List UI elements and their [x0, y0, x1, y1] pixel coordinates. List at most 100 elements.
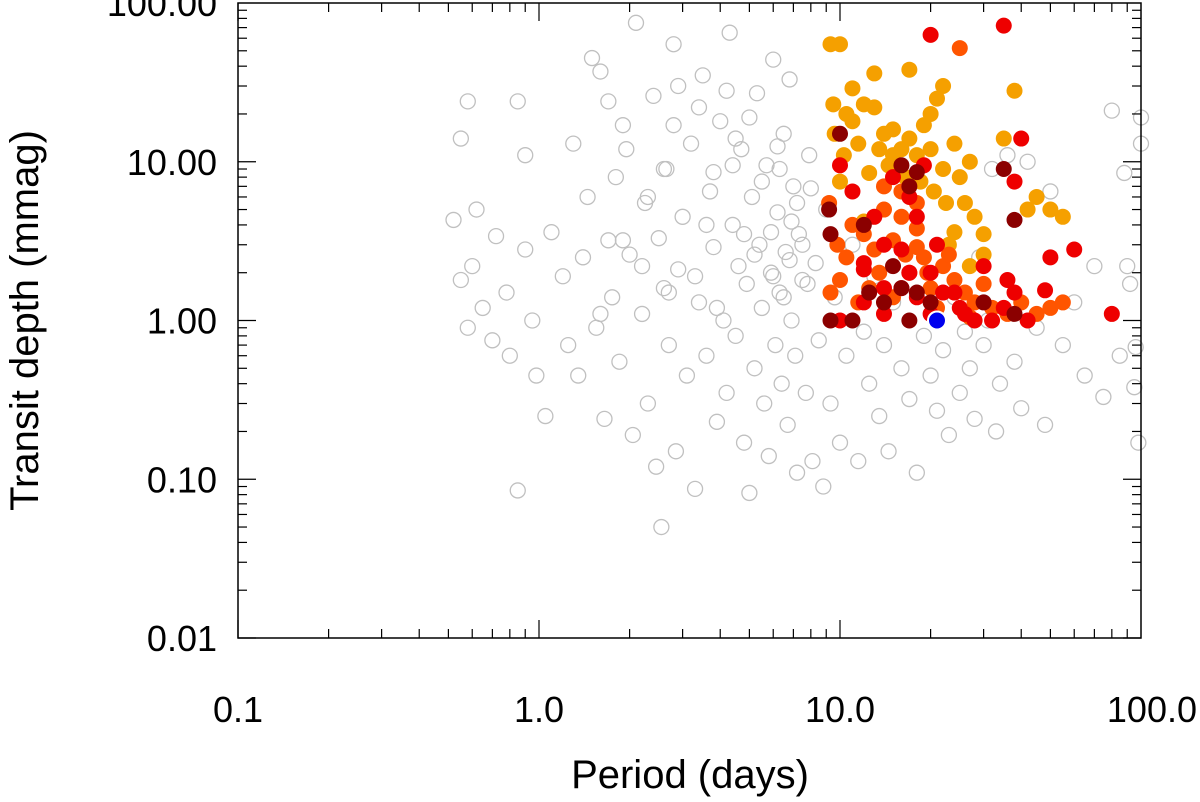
- data-point: [718, 82, 735, 99]
- data-point: [1066, 241, 1083, 258]
- data-point: [821, 201, 838, 218]
- data-point: [901, 390, 918, 408]
- data-point: [781, 71, 798, 88]
- data-point: [452, 130, 469, 147]
- data-point: [875, 305, 892, 322]
- data-point: [975, 294, 992, 311]
- data-point: [822, 312, 839, 329]
- series-0: [445, 14, 1150, 536]
- data-point: [735, 434, 753, 451]
- data-point: [730, 257, 747, 275]
- data-point: [592, 63, 609, 80]
- data-point: [570, 367, 587, 384]
- data-point: [583, 49, 601, 67]
- data-point: [794, 236, 811, 253]
- axis-ticks: [237, 3, 1141, 639]
- data-point: [783, 312, 800, 329]
- data-point: [738, 275, 755, 293]
- data-point: [596, 410, 613, 428]
- data-point: [753, 299, 770, 317]
- data-point: [946, 271, 963, 288]
- data-point: [735, 225, 753, 243]
- data-point: [987, 423, 1005, 440]
- data-point: [624, 426, 641, 444]
- data-point: [1019, 201, 1036, 218]
- data-point: [893, 241, 910, 258]
- data-point: [705, 238, 722, 256]
- data-point: [790, 225, 808, 243]
- data-point: [975, 275, 992, 292]
- data-point: [885, 169, 902, 186]
- data-point: [788, 464, 806, 481]
- data-point: [880, 443, 897, 460]
- data-point: [975, 258, 992, 275]
- data-point: [908, 208, 925, 225]
- data-point: [773, 375, 790, 392]
- data-point: [517, 147, 534, 164]
- data-point: [861, 164, 878, 181]
- data-point: [875, 336, 893, 354]
- data-point: [1042, 201, 1059, 218]
- data-point: [1103, 305, 1120, 322]
- data-point: [832, 157, 848, 174]
- data-point: [785, 178, 802, 195]
- data-point: [956, 323, 974, 340]
- data-point: [459, 93, 476, 110]
- data-point: [565, 135, 582, 152]
- data-point: [1037, 282, 1054, 299]
- data-point: [627, 14, 645, 31]
- data-point: [665, 36, 682, 53]
- data-point: [908, 220, 925, 237]
- data-point: [452, 271, 469, 289]
- data-point: [1111, 347, 1128, 364]
- data-point: [670, 261, 687, 278]
- data-point: [875, 236, 892, 253]
- data-point: [765, 51, 782, 68]
- data-point: [708, 413, 726, 430]
- data-point: [999, 147, 1016, 164]
- data-point: [588, 319, 605, 336]
- data-point: [975, 246, 992, 263]
- data-point: [901, 61, 918, 78]
- data-point: [1121, 275, 1139, 293]
- data-point: [787, 347, 804, 364]
- data-point: [762, 224, 780, 241]
- data-point: [1042, 183, 1059, 200]
- data-point: [855, 261, 872, 278]
- data-point: [554, 268, 571, 285]
- data-point: [966, 410, 983, 428]
- data-point: [991, 375, 1009, 392]
- data-point: [893, 157, 910, 174]
- data-point: [775, 289, 792, 306]
- data-point: [600, 93, 617, 110]
- data-point: [871, 407, 888, 425]
- data-point: [537, 407, 554, 425]
- data-point: [802, 180, 819, 197]
- data-point: [639, 395, 657, 412]
- data-point: [758, 157, 775, 174]
- data-point: [756, 395, 773, 412]
- data-point: [875, 280, 892, 297]
- data-point: [975, 336, 992, 354]
- data-point: [1054, 336, 1071, 354]
- data-point: [855, 216, 872, 233]
- data-point: [1019, 153, 1036, 170]
- data-point: [543, 224, 560, 241]
- data-point: [650, 230, 667, 247]
- data-point: [844, 216, 861, 233]
- data-point: [922, 280, 939, 297]
- data-point: [1116, 164, 1133, 182]
- data-point: [1019, 312, 1036, 329]
- data-point: [633, 257, 651, 275]
- data-point: [579, 188, 596, 206]
- y-tick-label: 1.00: [147, 301, 217, 342]
- data-point: [1006, 173, 1023, 190]
- data-point: [779, 416, 796, 434]
- data-point: [604, 289, 621, 306]
- data-point: [701, 183, 719, 200]
- data-point: [560, 336, 577, 354]
- data-point: [946, 284, 963, 301]
- data-point: [468, 201, 485, 218]
- y-axis-tick-labels: 0.01 0.10 1.00 10.00 100.00: [107, 0, 217, 659]
- data-point: [1006, 82, 1023, 99]
